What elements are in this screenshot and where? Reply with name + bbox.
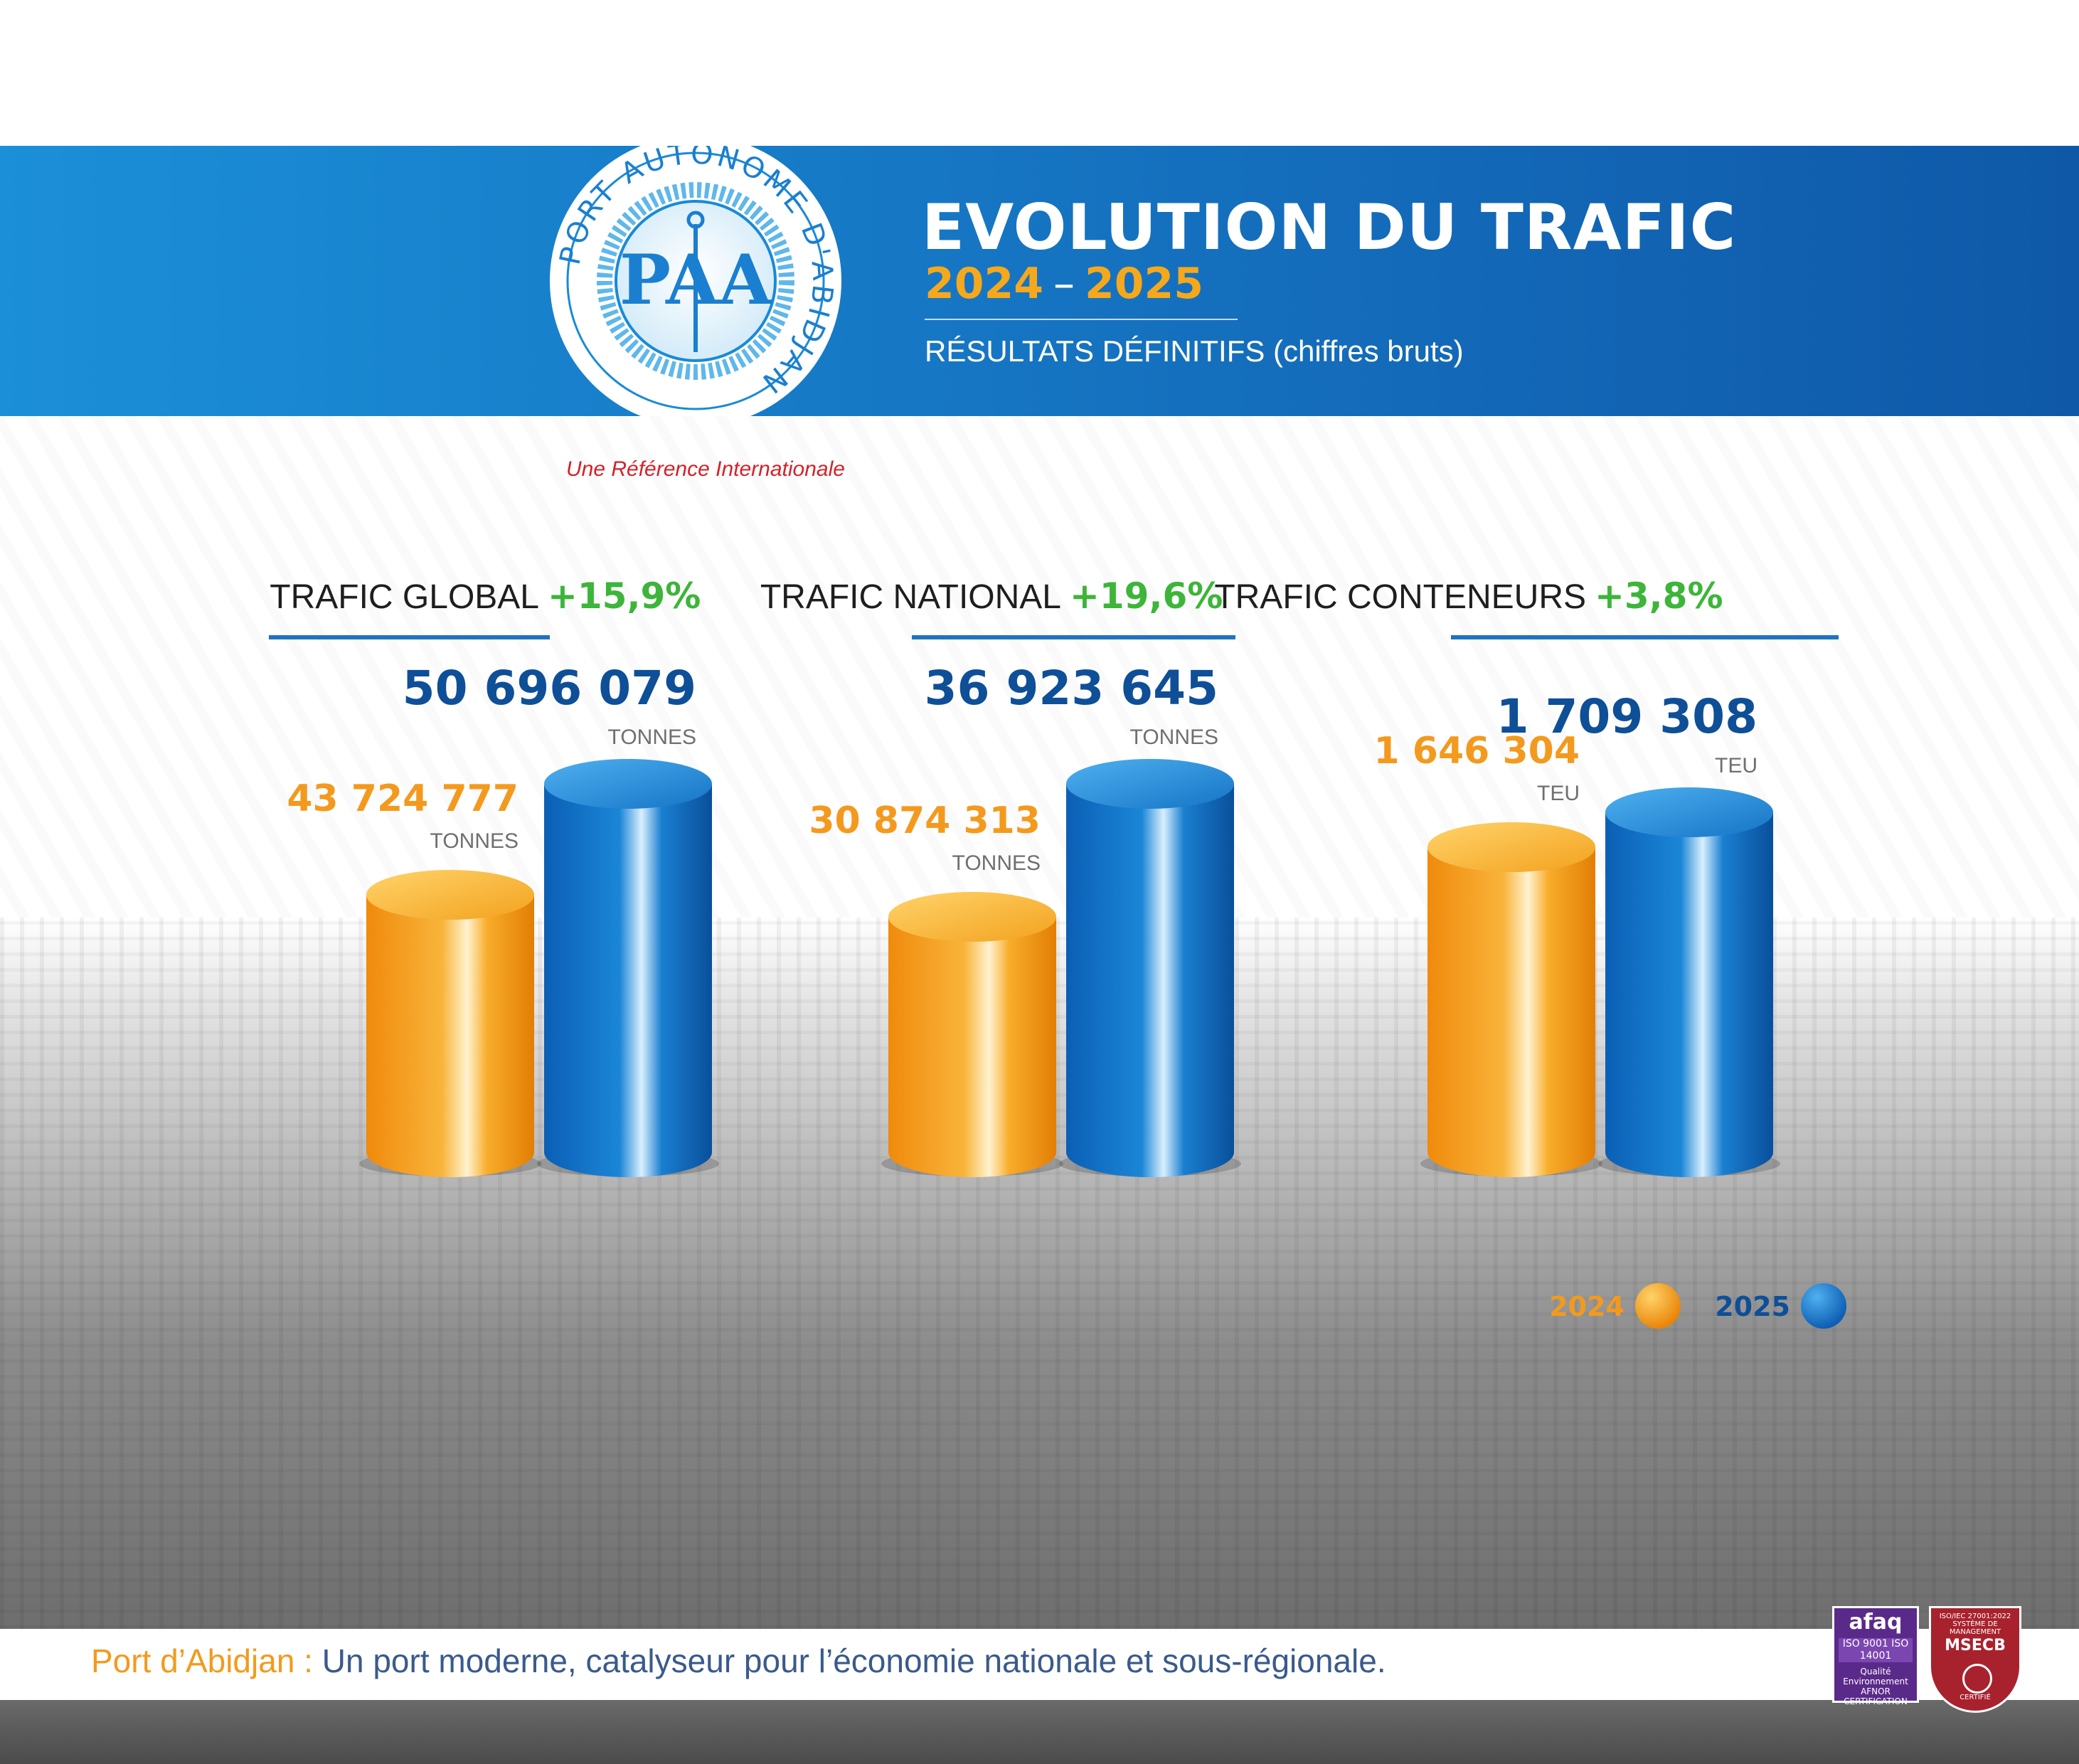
bar-2025 [1059,759,1241,1177]
bar-2024 [881,892,1063,1177]
bar-2024 [1420,822,1602,1177]
data-label-2024: 43 724 777 [287,777,519,820]
unit-label-2024: TONNES [430,829,519,853]
bottom-photo-strip [0,1700,2079,1764]
chart-title: TRAFIC GLOBAL [270,578,539,616]
unit-label-2025: TONNES [608,726,696,749]
page-title: EVOLUTION DU TRAFIC [922,191,1737,264]
check-icon [1962,1664,1992,1694]
growth-badge: +3,8% [1595,575,1723,617]
legend-label-2024: 2024 [1549,1291,1625,1322]
chart-title-underline [912,635,1235,639]
bar-2025 [537,759,719,1177]
year-end: 2025 [1085,259,1203,309]
page-subtitle: RÉSULTATS DÉFINITIFS (chiffres bruts) [925,334,1464,368]
chart-title-underline [269,635,550,639]
data-label-2024: 1 646 304 [1374,730,1580,772]
footer-bar [0,1630,2079,1700]
afaq-brand: afaq [1849,1610,1903,1635]
unit-label-2025: TEU [1715,754,1758,777]
msecb-top: ISO/IEC 27001:2022 SYSTÈME DE MANAGEMENT [1939,1612,2011,1636]
bar-2025 [1598,787,1780,1177]
data-label-2025: 50 696 079 [403,661,696,716]
year-range: 2024–2025 [925,259,1203,309]
bar-2024 [359,870,541,1177]
chart-group-1: TRAFIC GLOBAL +15,9% 43 724 777 TONNES 50 69… [269,575,719,1177]
chart-group-3: TRAFIC CONTENEURS +3,8% 1 646 304 TEU 1 709 … [1214,575,1839,1177]
msecb-caption: CERTIFIÉ [1960,1694,1991,1701]
legend-swatch-2024 [1635,1283,1681,1329]
paa-logo: PORT AUTONOME D'ABIDJAN PAA [550,146,841,416]
title-underline [925,319,1238,320]
growth-badge: +15,9% [548,575,701,617]
chart-title: TRAFIC NATIONAL [760,578,1061,616]
afaq-certification-badge: afaq ISO 9001 ISO 14001 Qualité Environn… [1832,1606,1919,1706]
data-label-2025: 1 709 308 [1496,689,1758,744]
footer-highlight: Port d’Abidjan : [91,1642,313,1679]
chart-title: TRAFIC CONTENEURS [1214,578,1586,616]
footer-text: Un port moderne, catalyseur pour l’écono… [312,1642,1386,1679]
legend-label-2025: 2025 [1715,1291,1790,1322]
msecb-certification-badge: ISO/IEC 27001:2022 SYSTÈME DE MANAGEMENT… [1929,1606,2021,1713]
chart-group-2: TRAFIC NATIONAL +19,6% 30 874 313 TONNES 36 … [760,575,1241,1177]
year-separator: – [1053,259,1075,309]
header-banner [0,146,2079,416]
unit-label-2025: TONNES [1130,726,1218,749]
unit-label-2024: TEU [1537,782,1580,805]
unit-label-2024: TONNES [952,851,1041,875]
afaq-iso: ISO 9001 ISO 14001 [1839,1638,1913,1662]
data-label-2025: 36 923 645 [925,661,1218,716]
msecb-brand: MSECB [1945,1637,2006,1654]
footer-tagline: Port d’Abidjan : Un port moderne, cataly… [91,1642,1386,1680]
afaq-caption: Qualité Environnement AFNOR CERTIFICATIO… [1843,1667,1908,1706]
chart-title-underline [1451,635,1839,639]
data-label-2024: 30 874 313 [809,799,1041,842]
growth-badge: +19,6% [1070,575,1223,617]
chart-legend: 2024 2025 [1549,1283,1846,1329]
legend-swatch-2025 [1801,1283,1846,1329]
year-start: 2024 [925,259,1043,309]
logo-slogan: Une Référence Internationale [566,457,845,481]
